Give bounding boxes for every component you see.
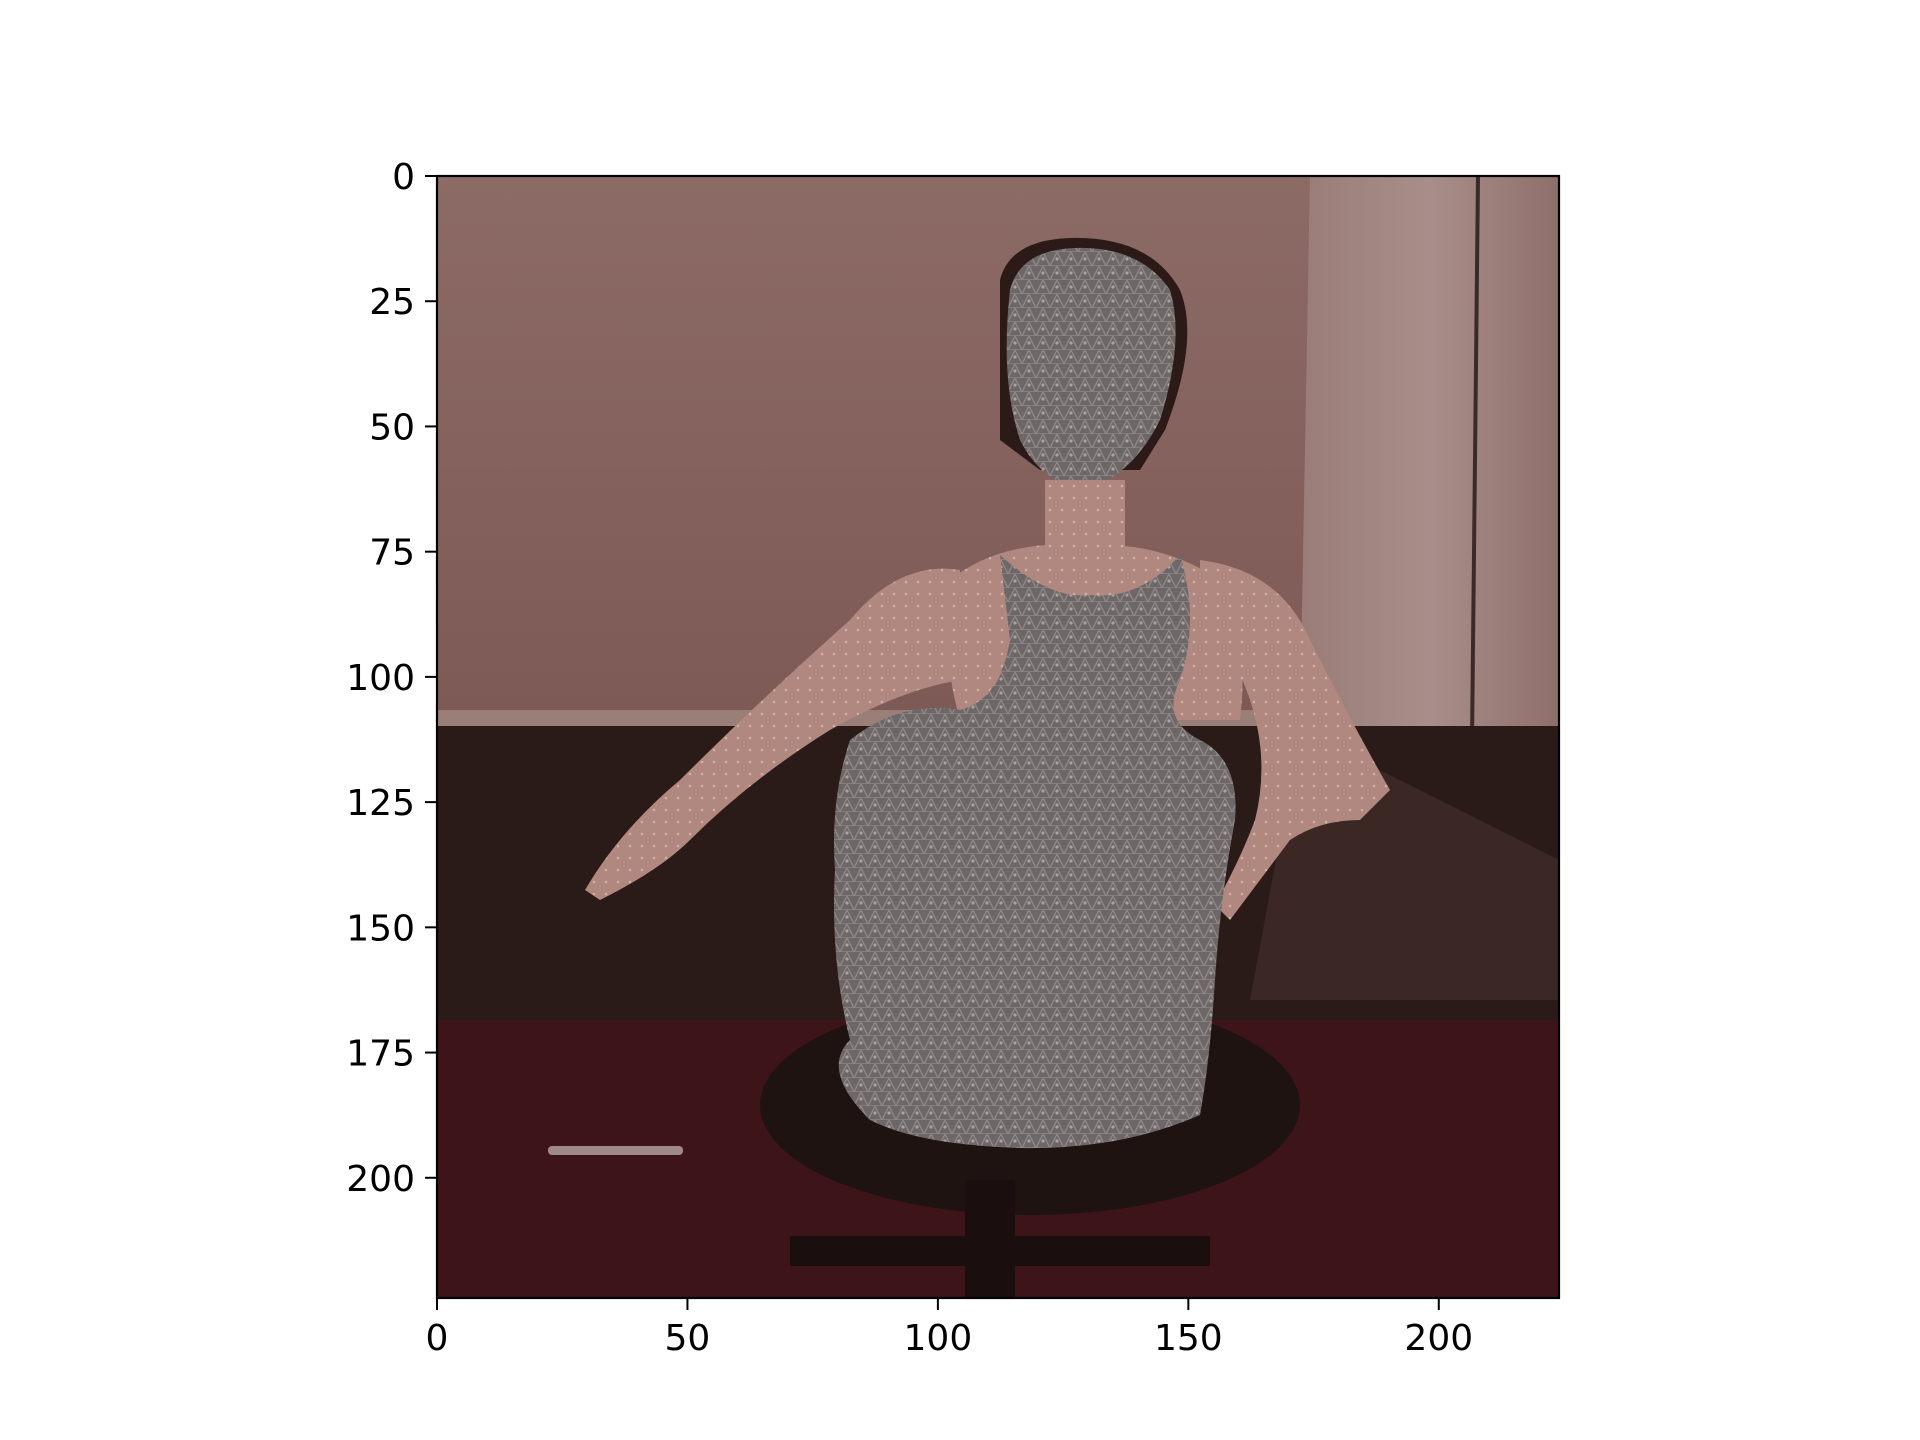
right-arm bbox=[1200, 560, 1390, 920]
right-wall bbox=[1300, 176, 1559, 850]
x-axis: 0 50 100 150 200 bbox=[426, 1298, 1473, 1359]
y-tick-label: 100 bbox=[346, 658, 415, 699]
floor-highlight bbox=[548, 1146, 683, 1155]
head-mesh bbox=[1006, 247, 1176, 490]
image-area bbox=[437, 176, 1559, 1298]
x-tick-label: 50 bbox=[665, 1318, 711, 1359]
axes-frame bbox=[435, 174, 1561, 1300]
y-tick-label: 125 bbox=[346, 783, 415, 824]
y-tick-label: 200 bbox=[346, 1159, 415, 1200]
stool-post bbox=[965, 1180, 1015, 1298]
x-tick-label: 150 bbox=[1154, 1318, 1223, 1359]
y-tick-label: 75 bbox=[369, 533, 415, 574]
y-tick-label: 175 bbox=[346, 1034, 415, 1075]
y-tick-label: 25 bbox=[369, 282, 415, 323]
y-axis: 0 25 50 75 100 125 150 175 200 bbox=[346, 157, 437, 1200]
torso-mesh bbox=[834, 555, 1236, 1149]
y-tick-label: 0 bbox=[392, 157, 415, 198]
neck bbox=[1045, 480, 1125, 550]
y-tick-label: 150 bbox=[346, 908, 415, 949]
x-tick-label: 0 bbox=[426, 1318, 449, 1359]
x-tick-label: 100 bbox=[904, 1318, 973, 1359]
x-tick-label: 200 bbox=[1404, 1318, 1473, 1359]
y-tick-label: 50 bbox=[369, 407, 415, 448]
left-arm bbox=[585, 568, 960, 900]
